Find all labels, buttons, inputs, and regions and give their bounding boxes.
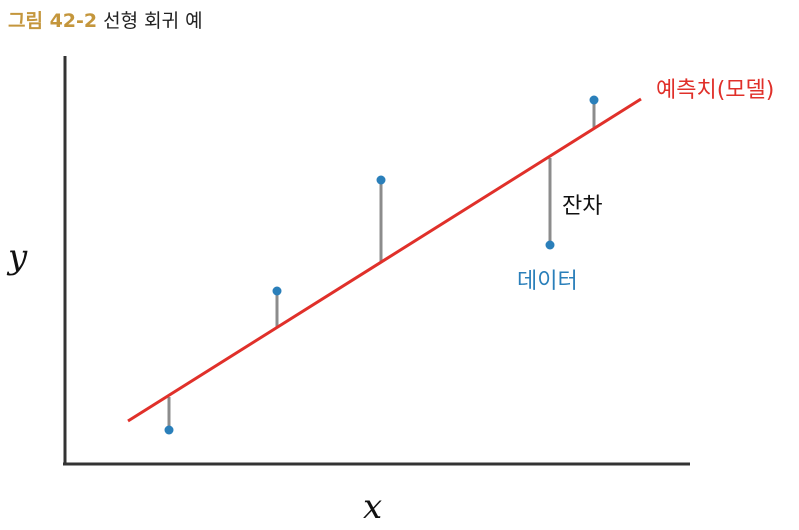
figure-number: 그림 42-2: [8, 10, 98, 32]
data-point-5: [589, 95, 599, 105]
data-point-1: [164, 425, 174, 435]
residual-label: 잔차: [562, 194, 602, 219]
x-axis-label: x: [363, 487, 382, 527]
model-line-label: 예측치(모델): [656, 78, 774, 103]
figure-title: 선형 회귀 예: [103, 10, 203, 32]
y-axis-label: y: [6, 237, 28, 277]
data-label: 데이터: [517, 269, 578, 294]
figure-caption: 그림 42-2 선형 회귀 예: [8, 6, 203, 33]
model-line: [127, 97, 642, 423]
data-point-2: [272, 286, 282, 296]
data-point-4: [545, 240, 555, 250]
data-point-3: [376, 175, 386, 185]
